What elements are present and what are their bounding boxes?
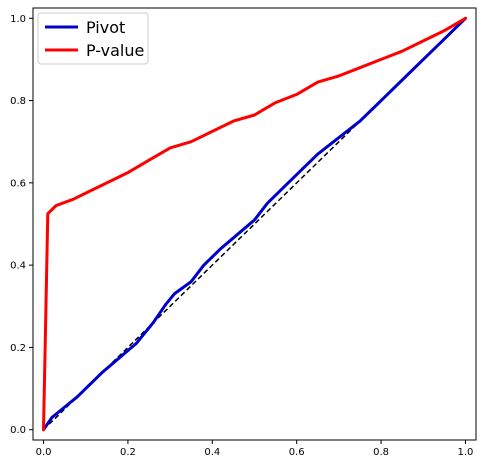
y-tick-label: 0.8 bbox=[10, 96, 26, 107]
plot-lines bbox=[42, 16, 467, 432]
series-line-pvalue bbox=[42, 16, 467, 432]
y-tick-label: 1.0 bbox=[10, 14, 26, 25]
y-tick-label: 0.0 bbox=[10, 425, 26, 436]
x-tick-label: 0.2 bbox=[120, 447, 136, 458]
y-tick-label: 0.2 bbox=[10, 343, 26, 354]
plot-frame bbox=[32, 7, 477, 441]
x-tick-label: 0.4 bbox=[204, 447, 220, 458]
y-tick-label: 0.4 bbox=[10, 261, 26, 272]
x-tick-label: 1.0 bbox=[457, 447, 473, 458]
x-tick-label: 0.0 bbox=[36, 447, 52, 458]
x-tick-label: 0.8 bbox=[373, 447, 389, 458]
x-tick-label: 0.6 bbox=[289, 447, 305, 458]
y-tick-label: 0.6 bbox=[10, 178, 26, 189]
legend-label-pivot: Pivot bbox=[86, 18, 125, 37]
series-line-pivot bbox=[42, 16, 467, 432]
legend-label-pvalue: P-value bbox=[86, 41, 144, 60]
axis-ticks: 0.0 0.2 0.4 0.6 0.8 1.0 0.0 0.2 0.4 0.6 0.8 1.0 bbox=[10, 14, 473, 458]
legend: Pivot P-value bbox=[37, 12, 149, 65]
